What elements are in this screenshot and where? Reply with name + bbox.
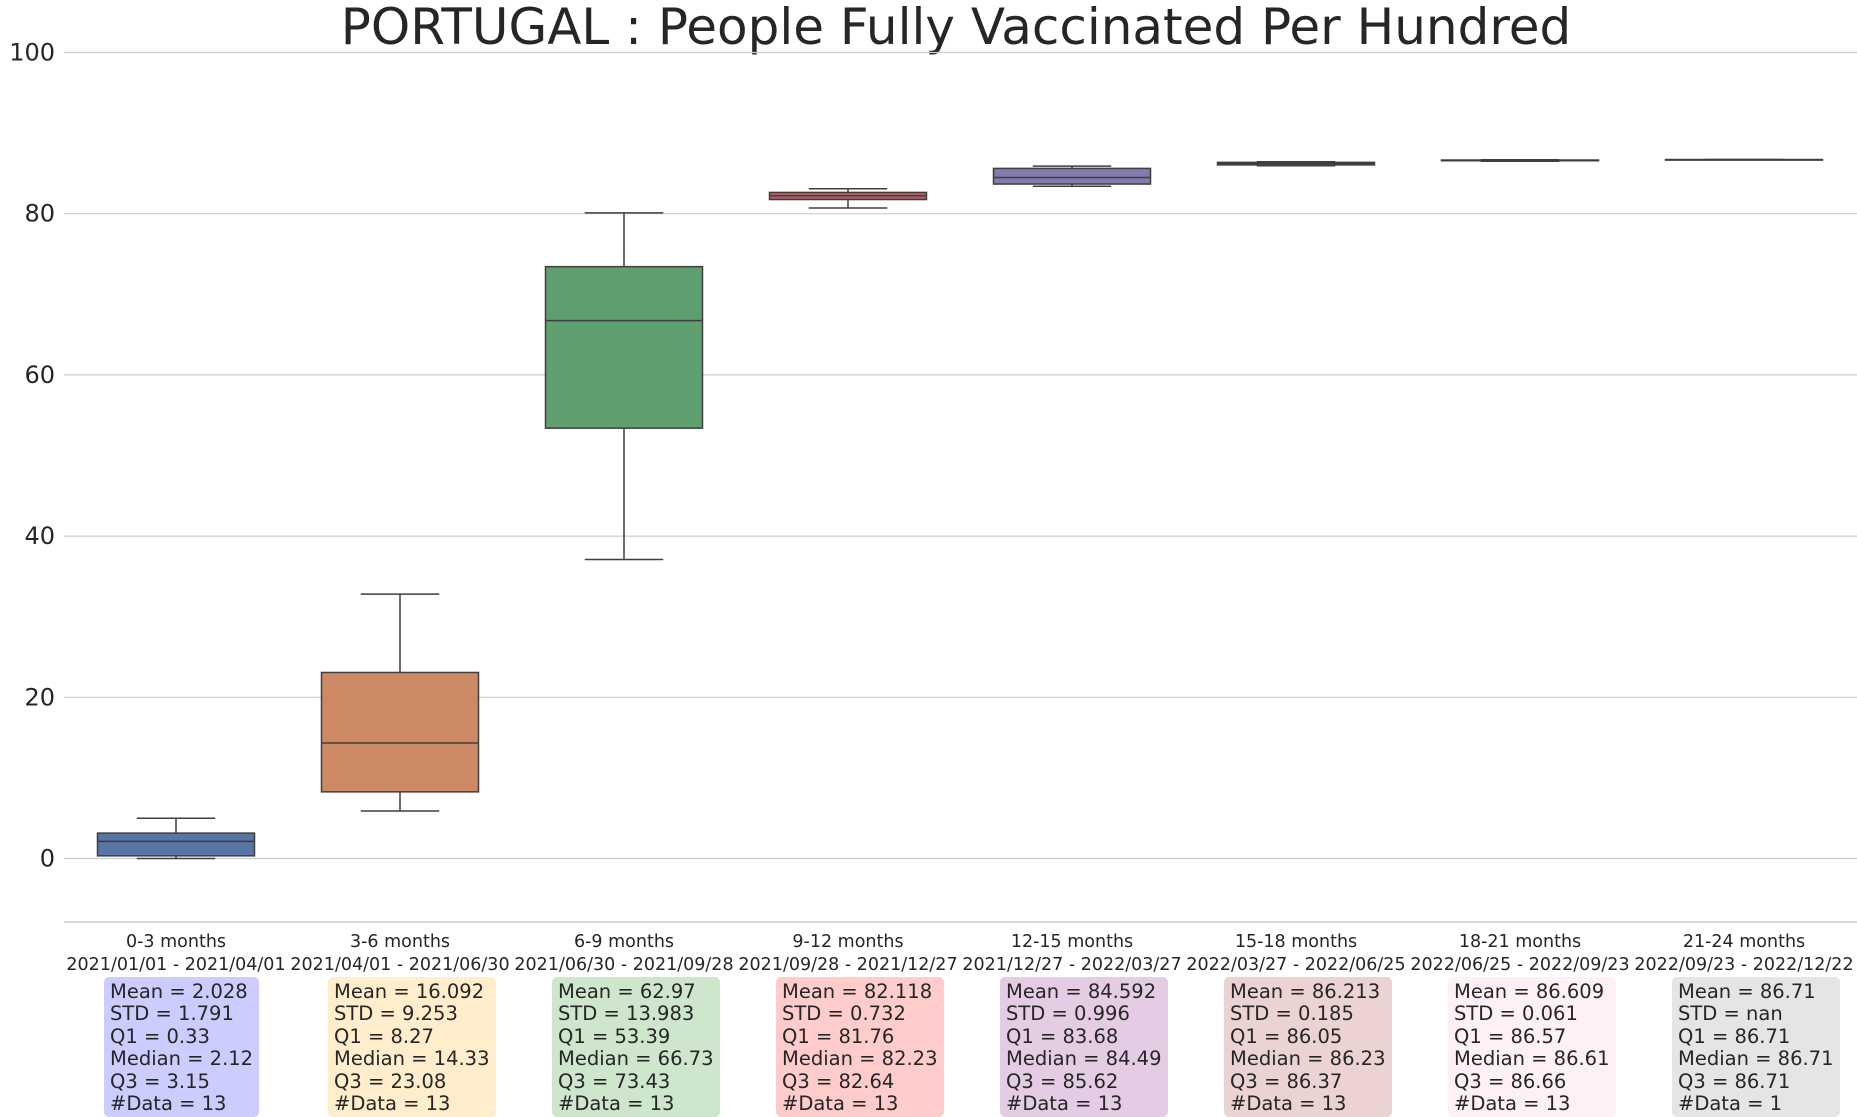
x-tick-label: 0-3 months [126, 932, 226, 952]
stats-line: STD = 0.185 [1230, 1002, 1354, 1026]
stats-box: Mean = 86.609 STD = 0.061 Q1 = 86.57 Median… [1448, 977, 1616, 1117]
box-2 [320, 593, 480, 812]
stats-line: Median = 14.33 [334, 1047, 490, 1071]
stats-box: Mean = 2.028 STD = 1.791 Q1 = 0.33 Median =… [104, 977, 260, 1117]
x-tick-label: 12-15 months [1011, 932, 1133, 952]
stats-line: #Data = 1 [1678, 1092, 1783, 1116]
stats-line: Q1 = 86.71 [1678, 1024, 1791, 1048]
stats-line: STD = 13.983 [558, 1002, 695, 1026]
x-tick-range: 2021/01/01 - 2021/04/01 [66, 955, 285, 975]
x-tick-label: 6-9 months [574, 932, 674, 952]
stats-line: Q3 = 23.08 [334, 1069, 447, 1093]
stats-line: Q1 = 0.33 [110, 1024, 210, 1048]
stats-line: Mean = 86.609 [1454, 980, 1605, 1003]
stats-line: #Data = 13 [1454, 1092, 1571, 1116]
stats-line: Q1 = 8.27 [334, 1024, 434, 1048]
stats-box: Mean = 62.97 STD = 13.983 Q1 = 53.39 Median… [552, 977, 720, 1117]
x-tick-label: 21-24 months [1683, 932, 1805, 952]
stats-line: Median = 84.49 [1006, 1047, 1162, 1071]
box-iqr [96, 832, 256, 857]
x-tick-range: 2022/03/27 - 2022/06/25 [1186, 955, 1405, 975]
chart-title: PORTUGAL : People Fully Vaccinated Per H… [341, 0, 1572, 56]
box-6 [1216, 160, 1376, 167]
x-tick-label: 3-6 months [350, 932, 450, 952]
box-4 [768, 187, 928, 209]
stats-line: STD = nan [1678, 1002, 1783, 1026]
x-tick-label: 15-18 months [1235, 932, 1357, 952]
box-iqr [544, 265, 704, 429]
box-1 [96, 817, 256, 860]
stats-line: Median = 82.23 [782, 1047, 938, 1071]
box-5 [992, 165, 1152, 188]
y-tick-label: 100 [9, 39, 55, 67]
stats-box: Mean = 86.71 STD = nan Q1 = 86.71 Median = … [1672, 977, 1840, 1117]
stats-line: Q3 = 73.43 [558, 1069, 671, 1093]
stats-line: STD = 0.732 [782, 1002, 906, 1026]
stats-line: #Data = 13 [1006, 1092, 1123, 1116]
stats-line: Median = 86.71 [1678, 1047, 1834, 1071]
y-tick-labels: 0 20 40 60 80 100 [9, 39, 55, 873]
stats-line: Q3 = 86.66 [1454, 1069, 1567, 1093]
stats-line: STD = 0.996 [1006, 1002, 1130, 1026]
stats-line: STD = 1.791 [110, 1002, 234, 1026]
stats-line: Q3 = 85.62 [1006, 1069, 1119, 1093]
stats-line: Mean = 86.213 [1230, 980, 1381, 1003]
stats-line: Mean = 62.97 [558, 980, 696, 1003]
x-tick-label: 9-12 months [792, 932, 903, 952]
stats-line: Mean = 2.028 [110, 980, 248, 1003]
stats-line: Median = 86.23 [1230, 1047, 1386, 1071]
stats-line: Mean = 82.118 [782, 980, 933, 1003]
stats-line: Q1 = 81.76 [782, 1024, 895, 1048]
x-tick-range: 2021/04/01 - 2021/06/30 [290, 955, 509, 975]
stats-line: Median = 2.12 [110, 1047, 254, 1071]
stats-line: Q3 = 86.37 [1230, 1069, 1343, 1093]
stats-line: #Data = 13 [334, 1092, 451, 1116]
stats-line: Q3 = 82.64 [782, 1069, 895, 1093]
stats-line: #Data = 13 [558, 1092, 675, 1116]
stats-line: Q3 = 3.15 [110, 1069, 210, 1093]
stats-line: Median = 66.73 [558, 1047, 714, 1071]
box-7 [1440, 158, 1600, 163]
y-tick-label: 80 [24, 200, 55, 228]
x-tick-range: 2022/09/23 - 2022/12/22 [1634, 955, 1853, 975]
stats-line: Mean = 16.092 [334, 980, 485, 1003]
x-tick-range: 2021/09/28 - 2021/12/27 [738, 955, 957, 975]
stats-line: Q1 = 83.68 [1006, 1024, 1119, 1048]
box-iqr [992, 167, 1152, 185]
stats-line: #Data = 13 [110, 1092, 227, 1116]
stats-box: Mean = 82.118 STD = 0.732 Q1 = 81.76 Median… [776, 977, 944, 1117]
y-tick-label: 20 [24, 683, 55, 711]
stats-line: Q1 = 86.05 [1230, 1024, 1343, 1048]
box-3 [544, 212, 704, 561]
stats-line: Mean = 84.592 [1006, 980, 1157, 1003]
stats-line: Q3 = 86.71 [1678, 1069, 1791, 1093]
x-tick-range: 2022/06/25 - 2022/09/23 [1410, 955, 1629, 975]
x-tick-labels: 0-3 months 2021/01/01 - 2021/04/01 3-6 mon… [66, 932, 1853, 975]
box-iqr [320, 671, 480, 793]
stats-line: Mean = 86.71 [1678, 980, 1816, 1003]
x-tick-range: 2021/12/27 - 2022/03/27 [962, 955, 1181, 975]
stats-box: Mean = 86.213 STD = 0.185 Q1 = 86.05 Median… [1224, 977, 1392, 1117]
stats-box: Mean = 84.592 STD = 0.996 Q1 = 83.68 Median… [1000, 977, 1168, 1117]
x-tick-label: 18-21 months [1459, 932, 1581, 952]
stats-line: Q1 = 53.39 [558, 1024, 671, 1048]
stats-line: Median = 86.61 [1454, 1047, 1610, 1071]
stats-box: Mean = 16.092 STD = 9.253 Q1 = 8.27 Median … [328, 977, 496, 1117]
stats-line: Q1 = 86.57 [1454, 1024, 1567, 1048]
stats-line: STD = 0.061 [1454, 1002, 1578, 1026]
y-tick-label: 40 [24, 522, 55, 550]
stats-line: #Data = 13 [782, 1092, 899, 1116]
y-tick-label: 60 [24, 361, 55, 389]
box-8 [1664, 158, 1824, 161]
y-tick-label: 0 [40, 845, 55, 873]
x-tick-range: 2021/06/30 - 2021/09/28 [514, 955, 733, 975]
boxes [96, 158, 1824, 860]
stats-line: STD = 9.253 [334, 1002, 458, 1026]
stats-line: #Data = 13 [1230, 1092, 1347, 1116]
